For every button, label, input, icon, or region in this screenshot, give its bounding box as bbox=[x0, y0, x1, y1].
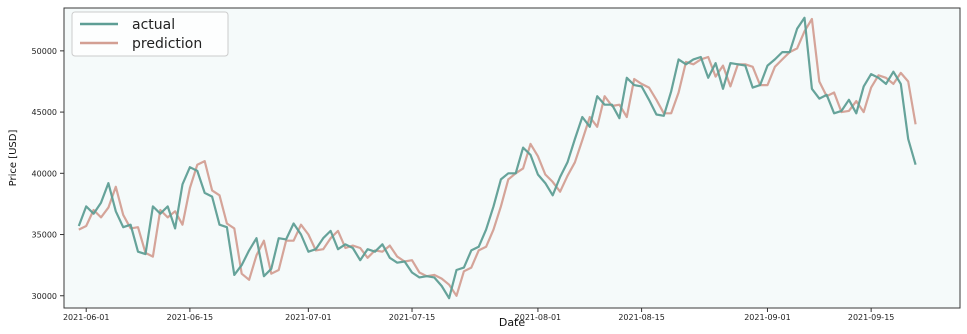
x-axis-title: Date bbox=[499, 316, 526, 329]
x-tick-label: 2021-09-15 bbox=[848, 313, 895, 322]
y-tick-label: 35000 bbox=[32, 231, 57, 240]
axes: 30000 35000 40000 45000 50000 2021-06-01 2021-… bbox=[32, 47, 895, 322]
x-tick-label: 2021-09-01 bbox=[744, 313, 791, 322]
x-tick-label: 2021-08-01 bbox=[515, 313, 562, 322]
y-tick-label: 40000 bbox=[32, 169, 57, 178]
x-tick-label: 2021-06-15 bbox=[167, 313, 214, 322]
series-group bbox=[77, 16, 917, 300]
x-tick-label: 2021-07-01 bbox=[285, 313, 332, 322]
y-axis-title: Price [USD] bbox=[8, 130, 19, 187]
series-line-prediction bbox=[78, 17, 917, 297]
legend: actual prediction bbox=[71, 11, 229, 57]
y-tick-label: 50000 bbox=[32, 47, 57, 56]
legend-label-prediction: prediction bbox=[132, 36, 202, 52]
legend-label-actual: actual bbox=[132, 17, 175, 33]
series-line-actual bbox=[77, 16, 917, 300]
x-tick-label: 2021-07-15 bbox=[389, 313, 436, 322]
x-tick-label: 2021-08-15 bbox=[618, 313, 665, 322]
plot-area bbox=[63, 7, 961, 309]
y-tick-label: 45000 bbox=[32, 108, 57, 117]
y-tick-label: 30000 bbox=[32, 292, 57, 301]
x-tick-label: 2021-06-01 bbox=[63, 313, 110, 322]
